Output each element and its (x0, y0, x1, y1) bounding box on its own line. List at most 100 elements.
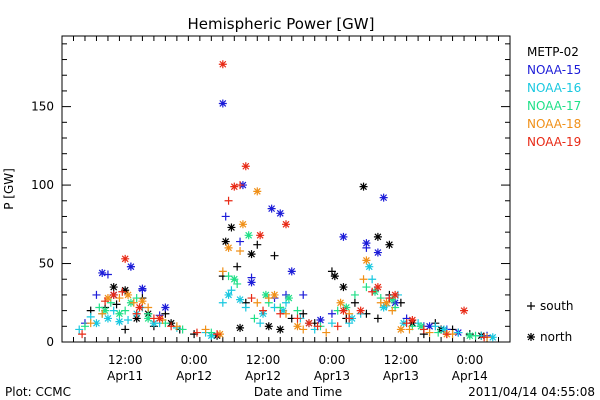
x-tick-label: Apr12 (245, 369, 281, 383)
data-point-south (350, 290, 359, 299)
marker-legend: south north (527, 299, 574, 344)
data-point-north (236, 295, 245, 304)
marker-legend-north: north (527, 330, 572, 344)
data-point-south (241, 303, 250, 312)
y-axis: 0 50 100 150 (31, 43, 510, 349)
chart-title: Hemispheric Power [GW] (188, 15, 375, 33)
data-point-north (465, 331, 474, 340)
x-tick-label: Apr13 (314, 369, 350, 383)
data-point-north (388, 295, 397, 304)
data-point-north (92, 319, 101, 328)
data-point-north (293, 322, 302, 331)
legend-entry: NOAA-17 (527, 99, 581, 113)
data-point-north (276, 325, 285, 334)
data-point-north (98, 268, 107, 277)
data-point-north (284, 294, 293, 303)
data-point-south (442, 330, 451, 339)
data-point-north (244, 231, 253, 240)
data-point-north (330, 272, 339, 281)
legend-entry: NOAA-16 (527, 81, 581, 95)
data-point-north (391, 298, 400, 307)
data-point-north (396, 325, 405, 334)
data-point-south (218, 267, 227, 276)
data-point-south (178, 325, 187, 334)
x-tick-label: 0:00 (181, 353, 208, 367)
data-point-north (241, 162, 250, 171)
data-point-north (316, 316, 325, 325)
data-point-north (132, 314, 141, 323)
data-point-south (78, 330, 87, 339)
x-tick-label: 12:00 (384, 353, 419, 367)
data-point-south (313, 322, 322, 331)
data-point-south (419, 325, 428, 334)
data-point-north (238, 220, 247, 229)
data-point-south (95, 303, 104, 312)
data-point-south (167, 322, 176, 331)
data-point-south (299, 290, 308, 299)
x-tick-label: 0:00 (318, 353, 345, 367)
data-point-north (135, 303, 144, 312)
data-point-north (373, 283, 382, 292)
data-point-south (293, 314, 302, 323)
data-point-north (227, 223, 236, 232)
data-point-north (527, 333, 535, 341)
legend-entry: METP-02 (527, 45, 579, 59)
data-point-north (270, 290, 279, 299)
data-point-south (350, 298, 359, 307)
legend-entry: NOAA-15 (527, 63, 581, 77)
data-point-north (261, 290, 270, 299)
data-point-north (121, 286, 130, 295)
data-point-south (101, 297, 110, 306)
data-point-north (161, 303, 170, 312)
data-point-south (218, 298, 227, 307)
data-point-north (236, 323, 245, 332)
data-point-north (124, 290, 133, 299)
data-point-north (282, 220, 290, 229)
data-point-north (121, 254, 130, 263)
data-point-south (373, 314, 382, 323)
data-point-south (402, 319, 411, 328)
data-point-north (230, 275, 239, 284)
data-point-north (362, 256, 371, 265)
data-point-south (201, 325, 210, 334)
data-point-south (299, 309, 308, 318)
data-point-north (391, 290, 400, 299)
data-point-south (359, 275, 368, 284)
data-point-north (276, 209, 285, 218)
data-point-south (236, 246, 245, 255)
data-point-north (230, 182, 239, 191)
data-point-north (365, 262, 374, 271)
marker-legend-label: north (540, 330, 572, 344)
data-point-north (339, 232, 348, 241)
data-point-south (368, 287, 377, 296)
data-point-south (121, 306, 130, 315)
data-point-south (207, 328, 216, 337)
data-point-north (267, 204, 276, 213)
data-point-north (339, 283, 348, 292)
data-point-south (276, 309, 285, 318)
x-axis: 12:00 Apr11 0:00 Apr12 12:00 Apr12 0:00 Apr13 12… (61, 36, 511, 383)
data-point-north (218, 60, 227, 69)
legend-entry: NOAA-19 (527, 135, 581, 149)
series-noaa-16 (75, 262, 497, 342)
data-point-south (454, 328, 463, 337)
data-point-north (221, 237, 230, 246)
data-point-south (129, 298, 138, 307)
legend: METP-02 NOAA-15 NOAA-16 NOAA-17 NOAA-18 NOAA-… (527, 45, 581, 149)
data-point-south (103, 270, 112, 279)
data-point-north (362, 239, 371, 248)
y-axis-label: P [GW] (2, 168, 16, 210)
data-point-south (224, 196, 233, 205)
data-point-north (115, 309, 124, 318)
data-point-north (103, 294, 112, 303)
data-point-south (144, 303, 153, 312)
x-axis-label: Date and Time (254, 385, 342, 399)
series-layer (75, 60, 497, 342)
data-point-north (264, 322, 273, 331)
data-point-south (253, 240, 262, 249)
data-point-south (256, 319, 265, 328)
data-point-north (359, 182, 368, 191)
data-point-north (373, 248, 382, 257)
data-point-north (101, 306, 110, 315)
data-point-south (109, 306, 118, 315)
